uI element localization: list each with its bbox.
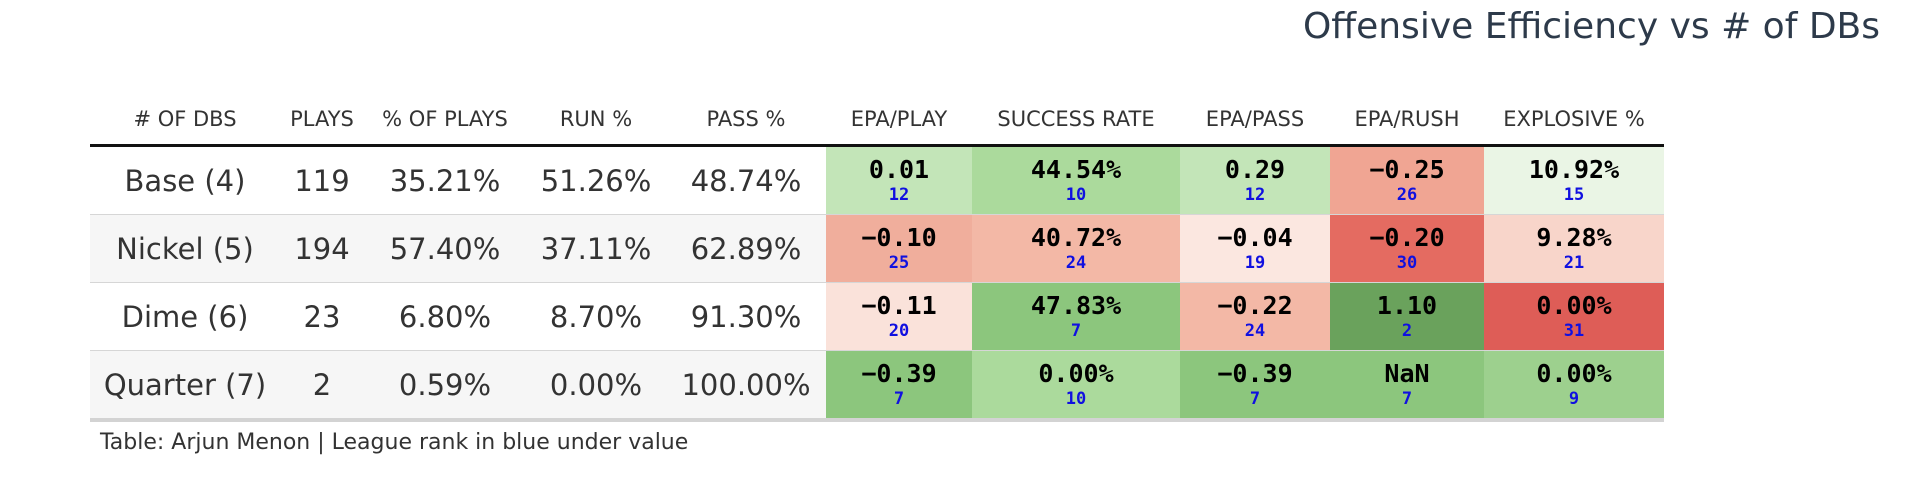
league-rank: 30 [1396, 252, 1418, 273]
table-caption: Table: Arjun Menon | League rank in blue… [100, 430, 689, 455]
stat-cell: 37.11% [526, 214, 666, 283]
league-rank: 31 [1563, 320, 1585, 341]
column-header-epa-rush: EPA/RUSH [1330, 94, 1484, 147]
league-rank: 19 [1244, 252, 1266, 273]
efficiency-table: # OF DBS PLAYS% OF PLAYS RUN % PASS % EPA/PL… [90, 94, 1664, 422]
stat-cell: 8.70% [526, 282, 666, 351]
league-rank: 9 [1568, 388, 1580, 409]
metric-cell: −0.04 19 [1180, 214, 1330, 283]
metric-cell: 0.29 12 [1180, 145, 1330, 215]
column-header-epa-play: EPA/PLAY [826, 94, 972, 147]
metric-value: −0.39 [861, 358, 937, 388]
stat-cell: 57.40% [364, 214, 526, 283]
column-header-of-plays: % OF PLAYS [364, 94, 526, 147]
metric-value: 0.29 [1224, 154, 1286, 184]
league-rank: 20 [888, 320, 910, 341]
column-header-run: RUN % [526, 94, 666, 147]
metric-value: −0.22 [1217, 290, 1293, 320]
stat-cell: 51.26% [526, 145, 666, 215]
metric-cell: 1.10 2 [1330, 282, 1484, 351]
column-header-success-rate: SUCCESS RATE [972, 94, 1180, 147]
metric-cell: −0.22 24 [1180, 282, 1330, 351]
metric-cell: 40.72% 24 [972, 214, 1180, 283]
header-row: # OF DBS PLAYS% OF PLAYS RUN % PASS % EPA/PL… [90, 94, 1664, 147]
stat-cell: 0.00% [526, 350, 666, 422]
metric-value: 40.72% [1030, 222, 1122, 252]
stat-cell: 6.80% [364, 282, 526, 351]
stat-cell: 0.59% [364, 350, 526, 422]
table-body: Base (4) 119 35.21% 51.26% 48.74% 0.01 12 44.54… [90, 145, 1664, 422]
metric-value: 10.92% [1528, 154, 1620, 184]
metric-value: −0.25 [1369, 154, 1445, 184]
metric-cell: −0.25 26 [1330, 145, 1484, 215]
metric-value: 0.00% [1536, 290, 1612, 320]
table-row: Quarter (7) 2 0.59% 0.00% 100.00% −0.39 7 0.00%… [90, 350, 1664, 422]
league-rank: 2 [1401, 320, 1413, 341]
league-rank: 12 [888, 184, 910, 205]
league-rank: 7 [1249, 388, 1261, 409]
metric-cell: 10.92% 15 [1484, 145, 1664, 215]
league-rank: 25 [888, 252, 910, 273]
league-rank: 15 [1563, 184, 1585, 205]
metric-value: 44.54% [1030, 154, 1122, 184]
metric-cell: 0.00% 31 [1484, 282, 1664, 351]
stat-cell: 91.30% [666, 282, 826, 351]
metric-value: NaN [1384, 358, 1430, 388]
metric-cell: 44.54% 10 [972, 145, 1180, 215]
league-rank: 10 [1065, 184, 1087, 205]
stat-cell: 119 [280, 145, 364, 215]
chart-title: Offensive Efficiency vs # of DBs [1302, 6, 1880, 47]
column-header-pass: PASS % [666, 94, 826, 147]
metric-value: −0.39 [1217, 358, 1293, 388]
metric-cell: 0.01 12 [826, 145, 972, 215]
metric-value: 0.00% [1038, 358, 1114, 388]
row-label: Dime (6) [90, 282, 280, 351]
metric-cell: 0.00% 10 [972, 350, 1180, 422]
stat-cell: 100.00% [666, 350, 826, 422]
metric-cell: 9.28% 21 [1484, 214, 1664, 283]
metric-value: −0.11 [861, 290, 937, 320]
league-rank: 26 [1396, 184, 1418, 205]
metric-value: 0.00% [1536, 358, 1612, 388]
stat-cell: 48.74% [666, 145, 826, 215]
stat-cell: 35.21% [364, 145, 526, 215]
metric-cell: −0.10 25 [826, 214, 972, 283]
metric-value: −0.20 [1369, 222, 1445, 252]
league-rank: 10 [1065, 388, 1087, 409]
table-row: Base (4) 119 35.21% 51.26% 48.74% 0.01 12 44.54… [90, 145, 1664, 215]
metric-value: 0.01 [868, 154, 930, 184]
metric-cell: −0.39 7 [1180, 350, 1330, 422]
league-rank: 12 [1244, 184, 1266, 205]
league-rank: 24 [1244, 320, 1266, 341]
stat-cell: 23 [280, 282, 364, 351]
column-header-epa-pass: EPA/PASS [1180, 94, 1330, 147]
metric-value: 47.83% [1030, 290, 1122, 320]
column-header-of-dbs: # OF DBS [90, 94, 280, 147]
metric-value: 1.10 [1376, 290, 1438, 320]
league-rank: 21 [1563, 252, 1585, 273]
metric-value: −0.04 [1217, 222, 1293, 252]
metric-cell: 47.83% 7 [972, 282, 1180, 351]
column-header-plays: PLAYS [280, 94, 364, 147]
league-rank: 7 [1401, 388, 1413, 409]
league-rank: 24 [1065, 252, 1087, 273]
metric-value: −0.10 [861, 222, 937, 252]
metric-cell: NaN 7 [1330, 350, 1484, 422]
stat-cell: 2 [280, 350, 364, 422]
table-row: Dime (6) 23 6.80% 8.70% 91.30% −0.11 20 47.83% 7… [90, 282, 1664, 351]
metric-value: 9.28% [1536, 222, 1612, 252]
row-label: Nickel (5) [90, 214, 280, 283]
league-rank: 7 [1070, 320, 1082, 341]
row-label: Quarter (7) [90, 350, 280, 422]
league-rank: 7 [893, 388, 905, 409]
metric-cell: −0.39 7 [826, 350, 972, 422]
column-header-explosive: EXPLOSIVE % [1484, 94, 1664, 147]
metric-cell: −0.11 20 [826, 282, 972, 351]
stat-cell: 194 [280, 214, 364, 283]
metric-cell: 0.00% 9 [1484, 350, 1664, 422]
stat-cell: 62.89% [666, 214, 826, 283]
metric-cell: −0.20 30 [1330, 214, 1484, 283]
table-row: Nickel (5) 194 57.40% 37.11% 62.89% −0.10 25 40… [90, 214, 1664, 283]
row-label: Base (4) [90, 145, 280, 215]
